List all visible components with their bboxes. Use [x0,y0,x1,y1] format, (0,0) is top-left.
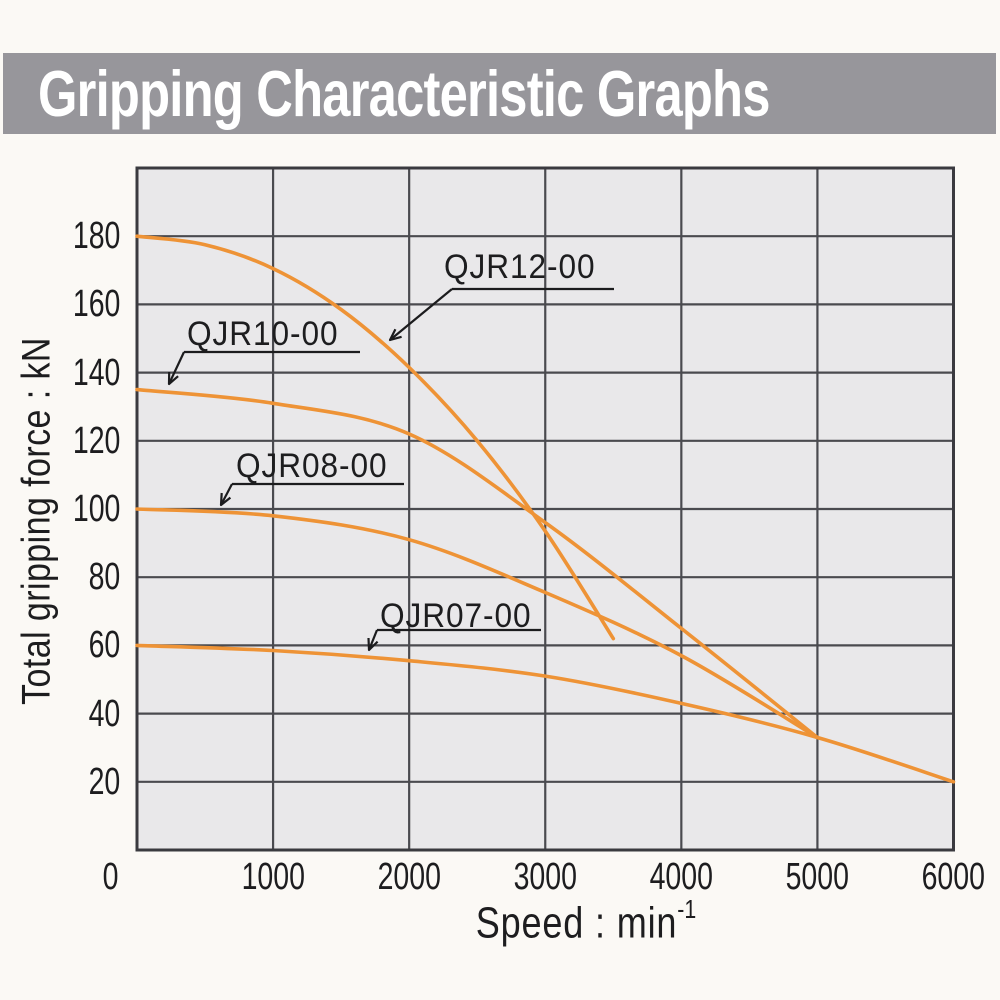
series-label-qjr07-00: QJR07-00 [380,597,532,635]
x-tick-label: 4000 [649,856,714,898]
arrowhead-icon [219,492,232,507]
x-axis-title: Speed : min-1 [452,894,721,949]
series-label-qjr10-00: QJR10-00 [187,315,339,353]
y-tick-label: 140 [72,351,120,394]
y-tick-label: 40 [88,692,120,735]
curve-qjr08-00 [135,507,820,740]
y-tick-label: 100 [72,488,120,530]
y-tick-label: 60 [88,624,120,667]
series-label-qjr12-00: QJR12-00 [444,248,596,286]
series-label-qjr08-00: QJR08-00 [236,447,388,485]
curve-qjr07-00 [135,643,956,784]
label-leader-line [168,351,185,385]
x-axis-unit-exponent: -1 [677,894,697,924]
x-tick-label: 2000 [377,856,441,898]
y-tick-label: 160 [72,283,120,326]
page-title-bar: Gripping Characteristic Graphs [3,53,996,134]
y-tick-label: 180 [72,215,120,258]
arrowhead-icon [367,637,379,652]
curve-qjr10-00 [135,387,820,740]
y-tick-label: 20 [88,760,120,803]
x-tick-label: 1000 [241,856,305,898]
label-leader-line [220,483,233,506]
label-leader-line [367,629,379,651]
arrowhead-icon [388,328,402,342]
page-title: Gripping Characteristic Graphs [38,57,770,130]
label-leader-line [389,288,453,341]
y-tick-label: 120 [72,419,120,462]
x-tick-label: 5000 [785,856,850,898]
arrowhead-icon [167,371,179,386]
curve-qjr12-00 [135,234,616,641]
x-tick-label: 0 [103,856,119,898]
x-tick-label: 3000 [513,856,577,898]
y-tick-label: 80 [88,556,120,599]
x-axis-unit: Speed : min [475,898,678,948]
x-tick-label: 6000 [921,856,986,898]
